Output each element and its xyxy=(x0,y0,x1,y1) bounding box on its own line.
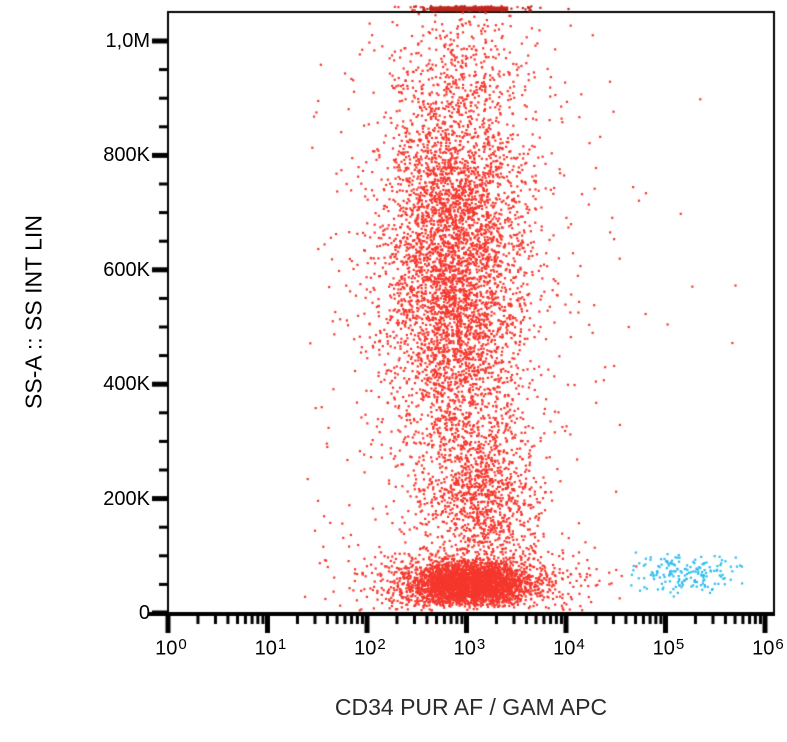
x-tick-label: 102 xyxy=(354,636,386,660)
y-axis-title: SS-A :: SS INT LIN xyxy=(20,215,47,409)
x-tick-label: 100 xyxy=(155,636,187,660)
y-tick-label: 400K xyxy=(103,373,150,396)
x-tick-label: 105 xyxy=(652,636,685,660)
y-tick-label: 1,0M xyxy=(105,30,150,52)
y-tick-label: 0 xyxy=(138,602,150,624)
y-tick-label: 600K xyxy=(103,258,150,281)
x-tick-label: 104 xyxy=(553,636,585,660)
x-axis-title: CD34 PUR AF / GAM APC xyxy=(334,694,608,720)
x-tick-label: 106 xyxy=(752,636,784,660)
y-tick-label: 200K xyxy=(103,487,150,510)
y-tick-label: 800K xyxy=(103,144,150,167)
x-tick-label: 101 xyxy=(254,636,287,660)
x-tick-label: 103 xyxy=(453,636,486,660)
